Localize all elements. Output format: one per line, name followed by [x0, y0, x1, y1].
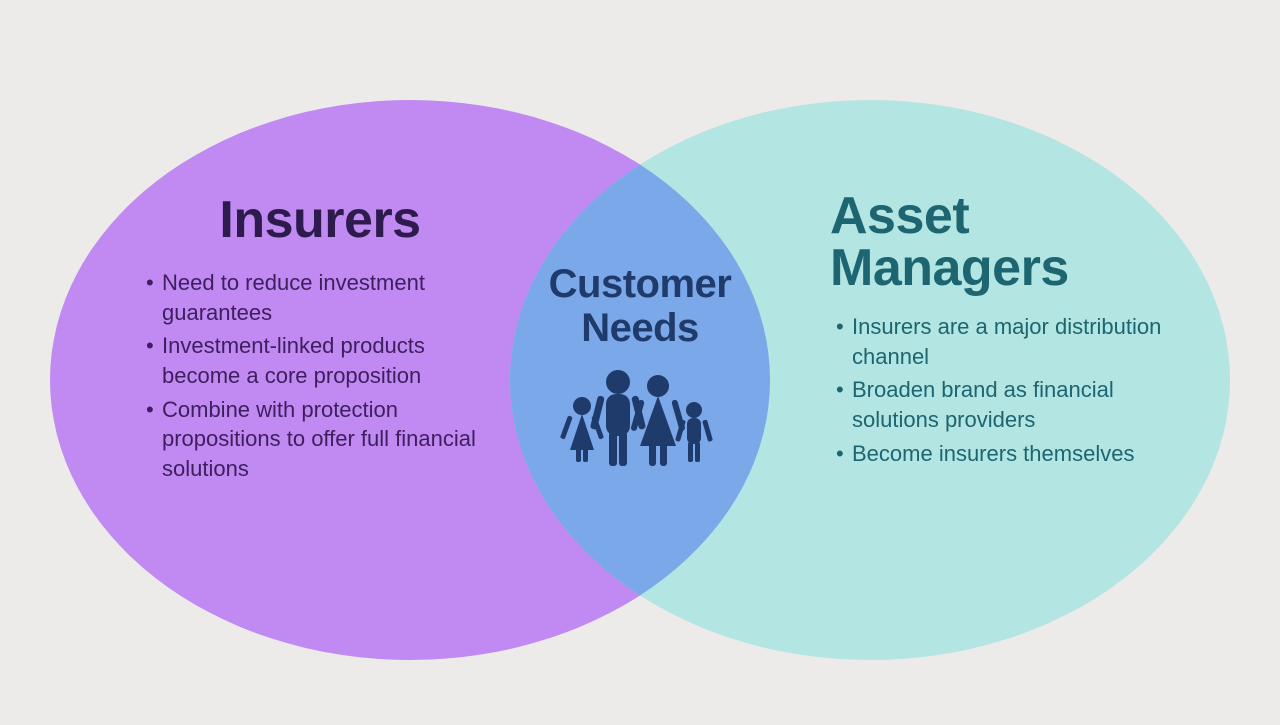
insurers-bullets: Need to reduce investment guaranteesInve…	[140, 268, 500, 484]
list-item: Combine with protection propositions to …	[140, 395, 500, 484]
list-item: Become insurers themselves	[830, 439, 1170, 469]
asset-managers-bullets: Insurers are a major distribution channe…	[830, 312, 1170, 468]
list-item: Insurers are a major distribution channe…	[830, 312, 1170, 371]
insurers-section: Insurers Need to reduce investment guara…	[140, 190, 500, 488]
asset-managers-title: Asset Managers	[830, 190, 1170, 294]
customer-needs-title: Customer Needs	[505, 262, 775, 350]
list-item: Investment-linked products become a core…	[140, 331, 500, 390]
family-icon	[505, 362, 775, 472]
list-item: Need to reduce investment guarantees	[140, 268, 500, 327]
insurers-title: Insurers	[140, 190, 500, 250]
venn-diagram: Insurers Need to reduce investment guara…	[0, 0, 1280, 720]
list-item: Broaden brand as financial solutions pro…	[830, 375, 1170, 434]
customer-needs-section: Customer Needs	[505, 262, 775, 472]
asset-managers-section: Asset Managers Insurers are a major dist…	[830, 190, 1170, 472]
